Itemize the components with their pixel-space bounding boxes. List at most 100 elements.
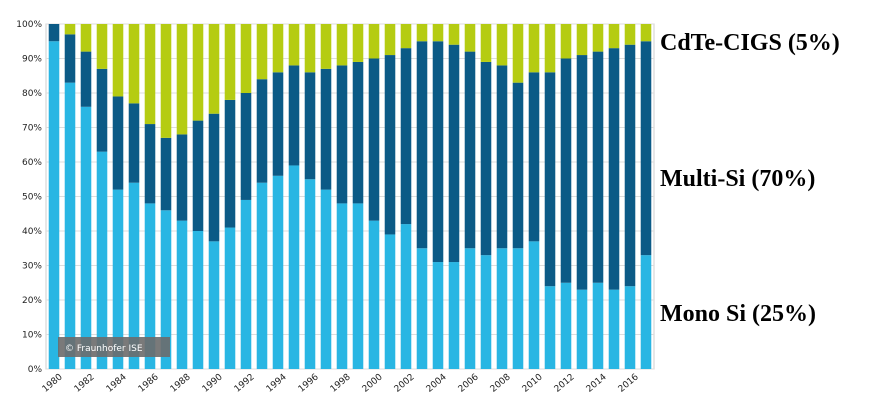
bar-mono-si-1993 <box>256 182 268 369</box>
bar-multi-si-1984 <box>112 96 124 190</box>
bar-mono-si-1987 <box>160 210 172 369</box>
bar-multi-si-2014 <box>592 51 604 283</box>
bar-multi-si-2012 <box>560 58 572 283</box>
bar-cdte-cigs-1997 <box>320 24 332 69</box>
bar-mono-si-2014 <box>592 282 604 369</box>
bar-multi-si-1996 <box>304 72 316 180</box>
x-tick-label: 1992 <box>233 372 257 394</box>
bar-multi-si-2002 <box>400 48 412 225</box>
bar-multi-si-1980 <box>48 24 60 42</box>
x-tick-label: 2000 <box>361 372 385 395</box>
mono-si-label: Mono Si (25%) <box>660 301 816 327</box>
bar-mono-si-1980 <box>48 41 60 369</box>
x-tick-label: 2006 <box>457 372 481 395</box>
bar-multi-si-1999 <box>352 61 364 204</box>
y-axis: 0% 10% 20% 30% 40% 50% 60% 70% 80% 90% 100% <box>16 20 42 375</box>
bar-mono-si-2004 <box>432 262 444 369</box>
y-tick-label: 40% <box>22 227 42 237</box>
bar-mono-si-1991 <box>224 227 236 369</box>
x-tick-label: 1994 <box>265 372 289 395</box>
x-tick-label: 2012 <box>553 372 577 394</box>
x-tick-label: 1996 <box>297 372 321 395</box>
y-tick-label: 80% <box>22 89 42 99</box>
bar-cdte-cigs-1983 <box>96 24 108 69</box>
bar-cdte-cigs-2000 <box>368 24 380 59</box>
bar-multi-si-1983 <box>96 68 108 152</box>
bar-multi-si-1990 <box>208 113 220 242</box>
bar-mono-si-1988 <box>176 220 188 369</box>
bar-multi-si-1997 <box>320 68 332 190</box>
bar-cdte-cigs-2006 <box>464 24 476 52</box>
bar-mono-si-2008 <box>496 248 508 369</box>
bar-mono-si-2013 <box>576 289 588 369</box>
bar-mono-si-2000 <box>368 220 380 369</box>
bar-mono-si-1994 <box>272 175 284 369</box>
bar-cdte-cigs-2014 <box>592 24 604 52</box>
x-tick-label: 1980 <box>41 372 65 395</box>
bar-mono-si-1990 <box>208 241 220 369</box>
bar-multi-si-1988 <box>176 134 188 221</box>
bar-multi-si-1982 <box>80 51 92 107</box>
y-tick-label: 0% <box>28 365 43 375</box>
bar-cdte-cigs-2003 <box>416 24 428 42</box>
bar-mono-si-1986 <box>144 203 156 369</box>
bar-multi-si-2000 <box>368 58 380 221</box>
bar-mono-si-1992 <box>240 199 252 369</box>
bar-cdte-cigs-1986 <box>144 24 156 125</box>
bar-multi-si-1995 <box>288 65 300 166</box>
bar-cdte-cigs-2007 <box>480 24 492 62</box>
bar-cdte-cigs-1984 <box>112 24 124 97</box>
bar-mono-si-1997 <box>320 189 332 369</box>
bar-mono-si-1981 <box>64 82 76 370</box>
bar-cdte-cigs-1988 <box>176 24 188 135</box>
x-axis: 1980 1982 1984 1986 1988 1990 1992 1994 1996 1998… <box>41 372 641 395</box>
bar-cdte-cigs-1996 <box>304 24 316 73</box>
bar-multi-si-1989 <box>192 120 204 231</box>
bar-cdte-cigs-1985 <box>128 24 140 104</box>
y-tick-label: 10% <box>22 331 42 341</box>
y-tick-label: 100% <box>16 20 42 30</box>
bar-mono-si-1999 <box>352 203 364 369</box>
bars <box>48 24 652 370</box>
x-tick-label: 1990 <box>201 372 225 395</box>
bar-multi-si-2007 <box>480 61 492 256</box>
bar-mono-si-1996 <box>304 179 316 369</box>
x-tick-label: 2008 <box>489 372 513 395</box>
bar-cdte-cigs-1998 <box>336 24 348 66</box>
bar-mono-si-1984 <box>112 189 124 369</box>
bar-mono-si-1995 <box>288 165 300 369</box>
bar-mono-si-2010 <box>528 241 540 369</box>
bar-multi-si-1994 <box>272 72 284 176</box>
bar-cdte-cigs-1989 <box>192 24 204 121</box>
bar-multi-si-2003 <box>416 41 428 249</box>
bar-multi-si-1985 <box>128 103 140 183</box>
bar-cdte-cigs-1999 <box>352 24 364 62</box>
bar-multi-si-2009 <box>512 82 524 249</box>
bar-multi-si-1987 <box>160 137 172 211</box>
bar-mono-si-2007 <box>480 255 492 369</box>
bar-cdte-cigs-1991 <box>224 24 236 100</box>
bar-cdte-cigs-2008 <box>496 24 508 66</box>
bar-multi-si-2005 <box>448 44 460 263</box>
bar-cdte-cigs-1990 <box>208 24 220 114</box>
bar-mono-si-2001 <box>384 234 396 369</box>
bar-mono-si-2017 <box>640 255 652 369</box>
bar-multi-si-2013 <box>576 55 588 290</box>
bar-cdte-cigs-1995 <box>288 24 300 66</box>
y-tick-label: 70% <box>22 124 42 134</box>
bar-cdte-cigs-2010 <box>528 24 540 73</box>
bar-multi-si-1981 <box>64 34 76 83</box>
bar-mono-si-1983 <box>96 151 108 369</box>
bar-cdte-cigs-2016 <box>624 24 636 45</box>
bar-mono-si-1982 <box>80 106 92 370</box>
bar-cdte-cigs-2017 <box>640 24 652 42</box>
bar-cdte-cigs-2001 <box>384 24 396 56</box>
bar-cdte-cigs-1994 <box>272 24 284 73</box>
y-tick-label: 30% <box>22 262 42 272</box>
bar-cdte-cigs-1982 <box>80 24 92 52</box>
bar-mono-si-2002 <box>400 224 412 369</box>
bar-multi-si-2016 <box>624 44 636 287</box>
bar-multi-si-2011 <box>544 72 556 287</box>
bar-cdte-cigs-1987 <box>160 24 172 138</box>
bar-cdte-cigs-2004 <box>432 24 444 42</box>
